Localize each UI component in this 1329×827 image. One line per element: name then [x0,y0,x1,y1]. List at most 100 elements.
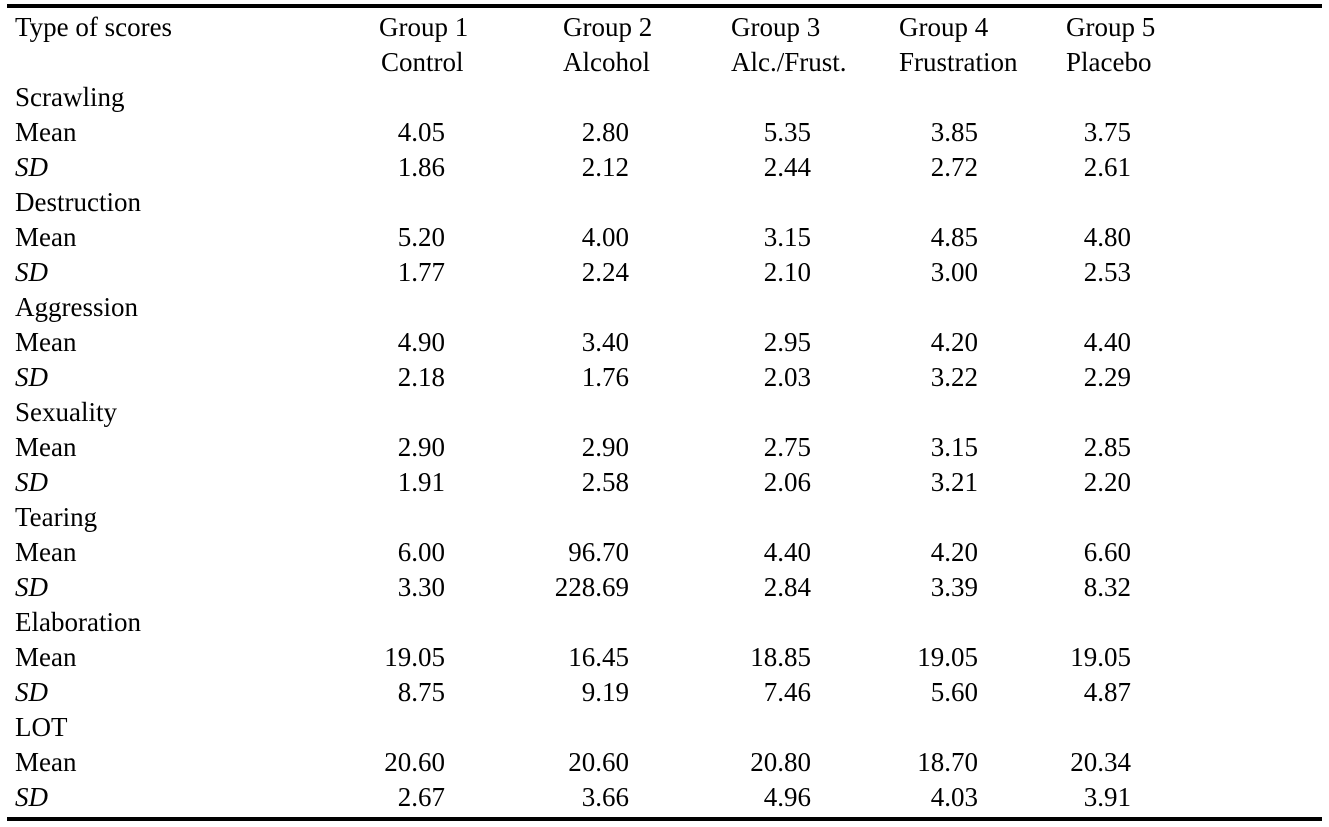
sd-row: SD 2.67 3.66 4.96 4.03 3.91 [0,780,1329,815]
section-title: Destruction [15,187,141,217]
mean-value-group-2: 96.70 [568,537,629,567]
mean-row: Mean 20.60 20.60 20.80 18.70 20.34 [0,745,1329,780]
sd-value-group-3: 4.96 [763,782,811,812]
sd-value-group-3: 2.84 [763,572,811,602]
sd-row: SD 3.30 228.69 2.84 3.39 8.32 [0,570,1329,605]
sd-label: SD [15,362,48,392]
sd-value-group-2: 2.24 [581,257,629,287]
sd-label: SD [15,572,48,602]
mean-value-group-2: 3.40 [581,327,629,357]
section-title-row: Elaboration [0,605,1329,640]
mean-label: Mean [15,537,77,567]
mean-value-group-1: 19.05 [384,642,445,672]
sd-value-group-2: 2.58 [581,467,629,497]
mean-value-group-5: 4.40 [1083,327,1131,357]
sd-value-group-4: 3.39 [930,572,978,602]
table-body: Scrawling Mean 4.05 2.80 5.35 3.85 3.75 SD 1.86 2… [0,80,1329,815]
mean-row: Mean 19.05 16.45 18.85 19.05 19.05 [0,640,1329,675]
sd-value-group-3: 2.44 [763,152,811,182]
mean-value-group-4: 3.85 [930,117,978,147]
sd-value-group-5: 3.91 [1083,782,1131,812]
sd-value-group-1: 1.86 [397,152,445,182]
sd-value-group-3: 2.03 [763,362,811,392]
sd-label: SD [15,677,48,707]
section-title-row: Destruction [0,185,1329,220]
mean-value-group-3: 5.35 [763,117,811,147]
section-title: LOT [15,712,68,742]
sd-label: SD [15,782,48,812]
section-title-row: Aggression [0,290,1329,325]
mean-value-group-3: 2.95 [763,327,811,357]
header-group-3-line1: Group 3 [731,12,821,42]
mean-value-group-2: 16.45 [568,642,629,672]
sd-label: SD [15,467,48,497]
header-group-2-line2: Alcohol [563,47,650,77]
header-group-1-line1: Group 1 [379,12,469,42]
mean-value-group-3: 3.15 [763,222,811,252]
sd-value-group-5: 2.29 [1083,362,1131,392]
sd-value-group-1: 2.67 [397,782,445,812]
mean-value-group-5: 3.75 [1083,117,1131,147]
header-group-5-line2: Placebo [1066,47,1152,77]
header-type-of-scores: Type of scores [15,12,173,42]
header-group-5-line1: Group 5 [1066,12,1156,42]
mean-value-group-2: 2.80 [581,117,629,147]
mean-value-group-1: 6.00 [397,537,445,567]
mean-label: Mean [15,747,77,777]
sd-row: SD 2.18 1.76 2.03 3.22 2.29 [0,360,1329,395]
mean-value-group-4: 18.70 [917,747,978,777]
sd-value-group-5: 2.53 [1083,257,1131,287]
bottom-rule [7,817,1322,821]
mean-row: Mean 6.00 96.70 4.40 4.20 6.60 [0,535,1329,570]
mean-value-group-3: 18.85 [750,642,811,672]
mean-value-group-5: 19.05 [1070,642,1131,672]
sd-value-group-4: 3.00 [930,257,978,287]
sd-row: SD 1.86 2.12 2.44 2.72 2.61 [0,150,1329,185]
mean-value-group-1: 4.05 [397,117,445,147]
mean-value-group-4: 19.05 [917,642,978,672]
sd-value-group-4: 3.22 [930,362,978,392]
sd-row: SD 8.75 9.19 7.46 5.60 4.87 [0,675,1329,710]
sd-value-group-4: 4.03 [930,782,978,812]
section-title-row: LOT [0,710,1329,745]
mean-value-group-5: 20.34 [1070,747,1131,777]
sd-value-group-5: 8.32 [1083,572,1131,602]
section-title: Scrawling [15,82,125,112]
mean-value-group-5: 6.60 [1083,537,1131,567]
mean-value-group-4: 4.20 [930,327,978,357]
sd-value-group-5: 2.61 [1083,152,1131,182]
section-title-row: Scrawling [0,80,1329,115]
sd-value-group-2: 3.66 [581,782,629,812]
mean-value-group-1: 4.90 [397,327,445,357]
mean-label: Mean [15,222,77,252]
sd-value-group-2: 1.76 [581,362,629,392]
header-group-1-line2: Control [381,47,464,77]
header-group-3-line2: Alc./Frust. [731,47,847,77]
section-title: Aggression [15,292,138,322]
section-title: Sexuality [15,397,117,427]
sd-value-group-1: 2.18 [397,362,445,392]
mean-value-group-4: 4.85 [930,222,978,252]
sd-value-group-1: 3.30 [397,572,445,602]
sd-row: SD 1.77 2.24 2.10 3.00 2.53 [0,255,1329,290]
header-group-2-line1: Group 2 [563,12,653,42]
mean-value-group-5: 4.80 [1083,222,1131,252]
sd-value-group-3: 2.06 [763,467,811,497]
table-header: Type of scores Group 1 Control Group 2 A… [0,10,1329,80]
sd-label: SD [15,152,48,182]
mean-value-group-1: 5.20 [397,222,445,252]
sd-value-group-4: 3.21 [930,467,978,497]
mean-label: Mean [15,327,77,357]
sd-value-group-4: 5.60 [930,677,978,707]
mean-value-group-1: 20.60 [384,747,445,777]
mean-label: Mean [15,117,77,147]
sd-value-group-3: 2.10 [763,257,811,287]
section-title-row: Sexuality [0,395,1329,430]
sd-row: SD 1.91 2.58 2.06 3.21 2.20 [0,465,1329,500]
mean-row: Mean 4.05 2.80 5.35 3.85 3.75 [0,115,1329,150]
scores-table: Type of scores Group 1 Control Group 2 A… [0,10,1329,815]
sd-label: SD [15,257,48,287]
mean-value-group-3: 20.80 [750,747,811,777]
sd-value-group-4: 2.72 [930,152,978,182]
mean-value-group-4: 3.15 [930,432,978,462]
